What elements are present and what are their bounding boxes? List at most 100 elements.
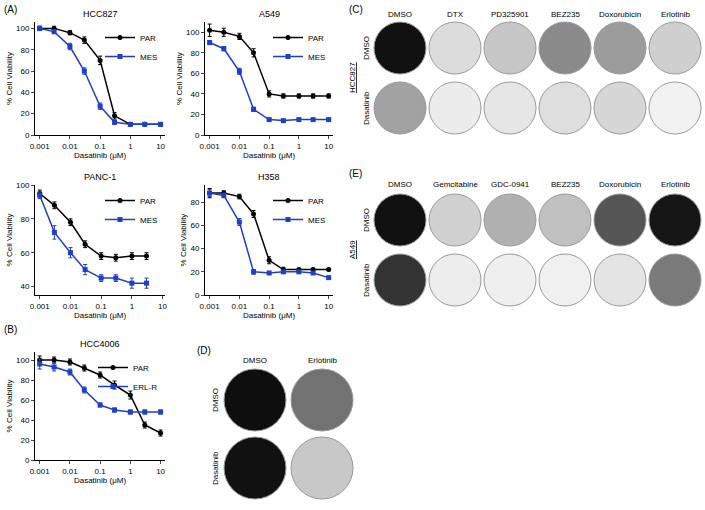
svg-text:40: 40 (20, 282, 29, 291)
svg-text:0.1: 0.1 (95, 467, 107, 476)
svg-text:0.001: 0.001 (30, 142, 51, 151)
svg-text:MES: MES (308, 216, 325, 225)
svg-text:Dasatinib (μM): Dasatinib (μM) (243, 151, 296, 160)
svg-text:% Cell Viability: % Cell Viability (5, 52, 14, 105)
svg-text:10: 10 (156, 467, 165, 476)
svg-text:10: 10 (324, 142, 333, 151)
svg-text:DMSO: DMSO (243, 356, 267, 365)
svg-text:MES: MES (140, 53, 157, 62)
svg-text:(C): (C) (349, 4, 363, 15)
svg-text:PAR: PAR (133, 364, 149, 373)
svg-text:DMSO: DMSO (388, 180, 412, 189)
svg-text:MES: MES (308, 53, 325, 62)
svg-text:0.001: 0.001 (200, 302, 221, 311)
svg-text:20: 20 (190, 268, 199, 277)
svg-text:40: 40 (20, 416, 29, 425)
svg-text:% Cell Viability: % Cell Viability (179, 214, 188, 267)
svg-text:Dasatinib (μM): Dasatinib (μM) (243, 311, 296, 320)
svg-text:(E): (E) (349, 168, 362, 179)
svg-text:0.01: 0.01 (62, 142, 78, 151)
svg-text:1: 1 (128, 467, 133, 476)
svg-text:20: 20 (190, 110, 199, 119)
svg-text:Dasatinib: Dasatinib (211, 451, 220, 485)
svg-text:80: 80 (190, 198, 199, 207)
svg-text:HCC827: HCC827 (83, 9, 118, 19)
svg-text:Doxorubicin: Doxorubicin (599, 180, 641, 189)
svg-text:Erlotinib: Erlotinib (308, 356, 337, 365)
svg-text:0: 0 (195, 131, 200, 140)
svg-text:80: 80 (190, 49, 199, 58)
svg-text:Dasatinib: Dasatinib (362, 91, 371, 125)
svg-text:A549: A549 (259, 9, 280, 19)
svg-text:BEZ235: BEZ235 (551, 180, 580, 189)
svg-text:PAR: PAR (140, 197, 156, 206)
svg-text:GDC-0941: GDC-0941 (491, 180, 530, 189)
svg-text:% Cell Viability: % Cell Viability (5, 214, 14, 267)
svg-text:BEZ235: BEZ235 (551, 10, 580, 19)
svg-text:40: 40 (20, 88, 29, 97)
svg-text:Dasatinib: Dasatinib (362, 263, 371, 297)
svg-text:DTX: DTX (447, 10, 464, 19)
svg-text:% Cell Viability: % Cell Viability (5, 380, 14, 433)
svg-text:10: 10 (324, 302, 333, 311)
svg-text:100: 100 (16, 181, 30, 190)
svg-text:PANC-1: PANC-1 (84, 172, 116, 182)
svg-text:DMSO: DMSO (388, 10, 412, 19)
svg-text:80: 80 (20, 215, 29, 224)
svg-text:DMSO: DMSO (362, 208, 371, 232)
svg-text:(D): (D) (197, 345, 211, 356)
svg-text:60: 60 (190, 221, 199, 230)
svg-text:DMSO: DMSO (211, 388, 220, 412)
svg-text:0.1: 0.1 (96, 302, 108, 311)
svg-text:1: 1 (130, 302, 135, 311)
svg-text:0.1: 0.1 (95, 142, 107, 151)
svg-text:40: 40 (190, 90, 199, 99)
svg-text:0.01: 0.01 (62, 467, 78, 476)
svg-text:60: 60 (190, 69, 199, 78)
svg-text:1: 1 (128, 142, 133, 151)
svg-text:60: 60 (20, 67, 29, 76)
svg-text:(A): (A) (4, 4, 17, 15)
svg-text:10: 10 (156, 142, 165, 151)
svg-text:100: 100 (16, 356, 30, 365)
svg-text:0.01: 0.01 (63, 302, 79, 311)
svg-text:20: 20 (20, 436, 29, 445)
svg-text:60: 60 (20, 248, 29, 257)
svg-text:(B): (B) (4, 324, 17, 335)
svg-text:0.01: 0.01 (232, 302, 248, 311)
svg-text:0: 0 (25, 131, 30, 140)
svg-text:Erlotinib: Erlotinib (661, 10, 690, 19)
svg-text:HCC827: HCC827 (348, 62, 357, 93)
svg-text:% Cell Viability: % Cell Viability (175, 52, 184, 105)
svg-text:80: 80 (20, 376, 29, 385)
svg-text:A549: A549 (348, 240, 357, 259)
svg-text:0.01: 0.01 (232, 142, 248, 151)
svg-text:10: 10 (158, 302, 167, 311)
svg-text:60: 60 (20, 396, 29, 405)
svg-text:1: 1 (297, 302, 302, 311)
svg-text:80: 80 (20, 46, 29, 55)
svg-text:DMSO: DMSO (362, 36, 371, 60)
svg-text:0.001: 0.001 (30, 467, 51, 476)
svg-text:100: 100 (16, 24, 30, 33)
svg-text:0.001: 0.001 (200, 142, 221, 151)
svg-text:Dasatinib (μM): Dasatinib (μM) (74, 151, 127, 160)
svg-text:Dasatinib (μM): Dasatinib (μM) (74, 476, 127, 485)
svg-text:PAR: PAR (308, 34, 324, 43)
svg-text:HCC4006: HCC4006 (80, 339, 120, 349)
svg-text:1: 1 (297, 142, 302, 151)
svg-text:0.1: 0.1 (264, 142, 276, 151)
svg-text:Dasatinib (μM): Dasatinib (μM) (74, 311, 127, 320)
svg-text:0.001: 0.001 (30, 302, 51, 311)
svg-text:PAR: PAR (308, 197, 324, 206)
svg-text:PAR: PAR (140, 34, 156, 43)
svg-text:Doxorubicin: Doxorubicin (599, 10, 641, 19)
svg-text:100: 100 (186, 28, 200, 37)
svg-text:H358: H358 (258, 172, 280, 182)
svg-text:Gemcitabine: Gemcitabine (433, 180, 478, 189)
svg-text:PD325901: PD325901 (491, 10, 529, 19)
svg-text:40: 40 (190, 244, 199, 253)
svg-text:0.1: 0.1 (264, 302, 276, 311)
svg-text:ERL-R: ERL-R (133, 383, 157, 392)
svg-text:0: 0 (195, 291, 200, 300)
